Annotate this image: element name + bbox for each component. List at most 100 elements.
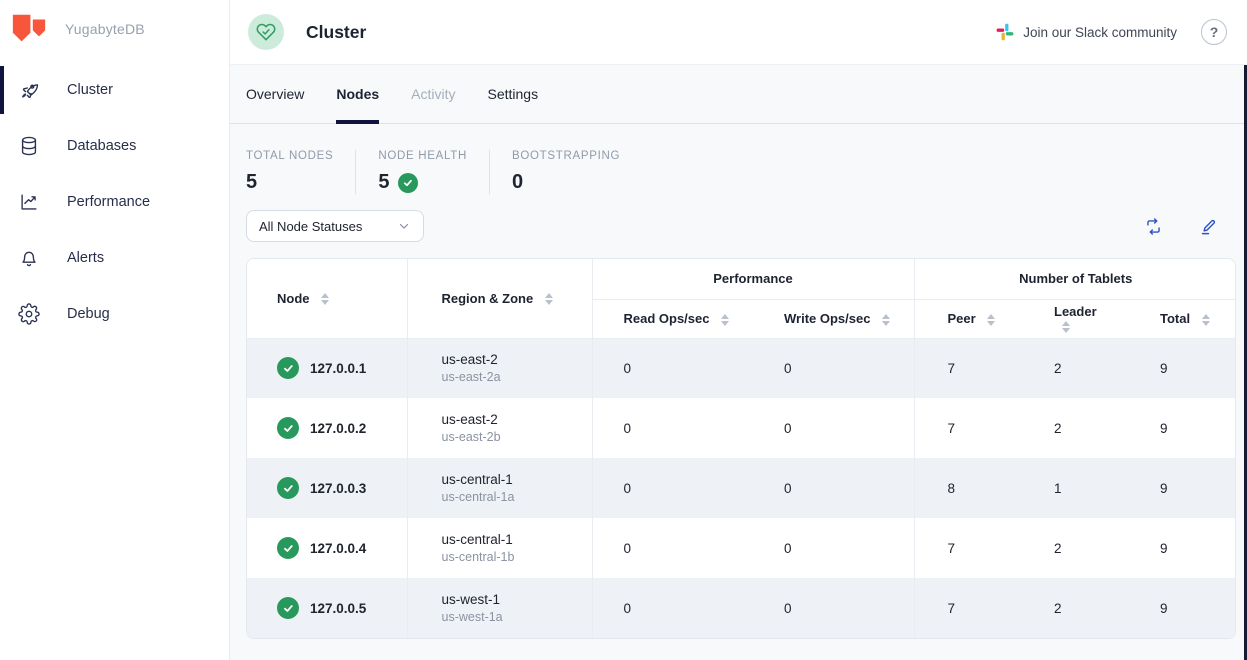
- total-tablets-value: 9: [1160, 360, 1168, 376]
- help-icon[interactable]: ?: [1201, 19, 1227, 45]
- brand-name: YugabyteDB: [65, 21, 145, 37]
- read-ops-value: 0: [591, 338, 753, 398]
- tab-activity[interactable]: Activity: [411, 86, 456, 102]
- cluster-health-heart-icon: [248, 14, 284, 50]
- read-ops-value: 0: [591, 578, 753, 638]
- stat-bootstrapping: BOOTSTRAPPING 0: [489, 150, 642, 194]
- node-address: 127.0.0.3: [310, 480, 367, 496]
- node-region: us-central-1: [441, 472, 513, 488]
- peer-tablets-value: 7: [913, 338, 1012, 398]
- edit-pencil-icon: [1199, 217, 1218, 236]
- stat-label: TOTAL NODES: [246, 150, 334, 162]
- leader-tablets-value: 2: [1054, 360, 1062, 376]
- chart-line-icon: [17, 190, 41, 214]
- sidebar-item-label: Performance: [67, 194, 151, 210]
- node-region: us-east-2: [441, 412, 498, 428]
- sort-icon: [882, 313, 891, 326]
- column-header-node[interactable]: Node: [247, 259, 407, 339]
- node-address: 127.0.0.1: [310, 360, 367, 376]
- peer-tablets-value: 7: [913, 518, 1012, 578]
- sidebar-item-debug[interactable]: Debug: [0, 286, 229, 342]
- stats-row: TOTAL NODES 5 NODE HEALTH 5 BOOTSTRAP: [230, 124, 1247, 194]
- write-ops-value: 0: [784, 540, 792, 556]
- tab-settings[interactable]: Settings: [487, 86, 539, 102]
- leader-tablets-value: 2: [1054, 540, 1062, 556]
- tab-nodes[interactable]: Nodes: [336, 65, 379, 124]
- column-header-write-ops[interactable]: Write Ops/sec: [753, 299, 915, 339]
- stat-value: 0: [512, 171, 524, 193]
- table-row: 127.0.0.4 us-central-1 us-central-1b 0 0…: [247, 518, 1235, 578]
- table-row: 127.0.0.2 us-east-2 us-east-2b 0 0 7 2 9: [247, 398, 1235, 458]
- total-tablets-value: 9: [1160, 540, 1168, 556]
- peer-tablets-value: 8: [913, 458, 1012, 518]
- sort-icon: [987, 313, 996, 326]
- yugabytedb-logo-icon: [10, 10, 48, 48]
- column-header-total[interactable]: Total: [1116, 299, 1235, 339]
- group-header-performance: Performance: [591, 259, 915, 300]
- node-healthy-check-icon: [277, 417, 299, 439]
- leader-tablets-value: 2: [1054, 600, 1062, 616]
- refresh-button[interactable]: [1144, 217, 1171, 236]
- nodes-table: Node Region & Zone Performance Number of…: [246, 258, 1236, 639]
- table-controls: All Node Statuses: [230, 210, 1247, 242]
- edit-columns-button[interactable]: [1199, 217, 1226, 236]
- node-address: 127.0.0.2: [310, 420, 367, 436]
- node-status-filter-select[interactable]: All Node Statuses: [246, 210, 424, 242]
- node-zone: us-central-1b: [441, 549, 515, 564]
- main-content: Cluster Join our Slack community ?: [230, 0, 1247, 660]
- node-region: us-central-1: [441, 532, 513, 548]
- sidebar-item-databases[interactable]: Databases: [0, 118, 229, 174]
- vertical-scrollbar[interactable]: [1244, 65, 1247, 660]
- node-zone: us-west-1a: [441, 609, 503, 624]
- column-header-leader[interactable]: Leader: [1011, 299, 1117, 339]
- bell-icon: [17, 246, 41, 270]
- stat-node-health: NODE HEALTH 5: [355, 150, 489, 194]
- total-tablets-value: 9: [1160, 600, 1168, 616]
- brand: YugabyteDB: [0, 0, 229, 58]
- slack-community-link[interactable]: Join our Slack community: [996, 23, 1177, 41]
- rocket-icon: [17, 78, 41, 102]
- sidebar-item-cluster[interactable]: Cluster: [0, 62, 229, 118]
- refresh-icon: [1144, 217, 1163, 236]
- stat-value: 5: [246, 171, 258, 193]
- leader-tablets-value: 1: [1054, 480, 1062, 496]
- healthy-check-icon: [397, 172, 418, 193]
- column-header-read-ops[interactable]: Read Ops/sec: [591, 299, 753, 339]
- group-header-number-of-tablets: Number of Tablets: [913, 259, 1235, 300]
- stat-value: 5: [378, 171, 390, 193]
- sidebar-item-label: Debug: [67, 306, 110, 322]
- sort-icon: [321, 293, 330, 306]
- sort-icon: [1201, 313, 1210, 326]
- sort-icon: [721, 313, 730, 326]
- write-ops-value: 0: [784, 360, 792, 376]
- read-ops-value: 0: [591, 458, 753, 518]
- sidebar: YugabyteDB Cluster: [0, 0, 230, 660]
- node-address: 127.0.0.4: [310, 540, 367, 556]
- read-ops-value: 0: [591, 398, 753, 458]
- tab-overview[interactable]: Overview: [246, 86, 305, 102]
- total-tablets-value: 9: [1160, 420, 1168, 436]
- sidebar-item-label: Databases: [67, 138, 137, 154]
- node-healthy-check-icon: [277, 537, 299, 559]
- sidebar-nav: Cluster Databases: [0, 62, 229, 342]
- node-zone: us-central-1a: [441, 489, 515, 504]
- read-ops-value: 0: [591, 518, 753, 578]
- tab-bar: Overview Nodes Activity Settings: [230, 65, 1247, 124]
- sort-icon: [1062, 321, 1071, 334]
- column-header-region-zone[interactable]: Region & Zone: [406, 259, 592, 339]
- peer-tablets-value: 7: [913, 398, 1012, 458]
- sidebar-item-alerts[interactable]: Alerts: [0, 230, 229, 286]
- sidebar-item-performance[interactable]: Performance: [0, 174, 229, 230]
- column-header-peer[interactable]: Peer: [913, 299, 1012, 339]
- stat-label: BOOTSTRAPPING: [512, 150, 621, 162]
- page-title: Cluster: [306, 21, 367, 42]
- write-ops-value: 0: [784, 480, 792, 496]
- node-address: 127.0.0.5: [310, 600, 367, 616]
- sidebar-item-label: Cluster: [67, 82, 113, 98]
- node-healthy-check-icon: [277, 597, 299, 619]
- table-row: 127.0.0.5 us-west-1 us-west-1a 0 0 7 2 9: [247, 578, 1235, 638]
- stat-label: NODE HEALTH: [378, 150, 468, 162]
- slack-icon: [996, 23, 1014, 41]
- gear-icon: [17, 302, 41, 326]
